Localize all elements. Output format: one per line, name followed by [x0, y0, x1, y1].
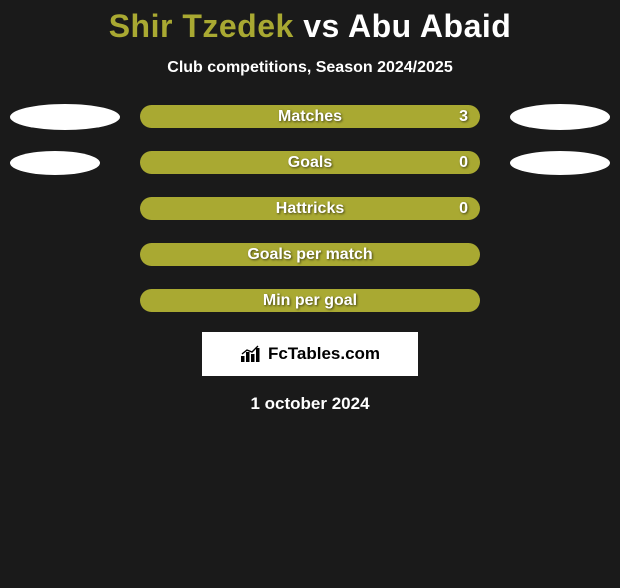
date-line: 1 october 2024: [0, 394, 620, 414]
player1-name: Shir Tzedek: [109, 8, 294, 44]
player2-ellipse: [510, 151, 610, 175]
stat-row: Min per goal: [0, 289, 620, 312]
stat-label: Goals per match: [247, 246, 372, 264]
chart-icon: [240, 345, 262, 363]
stat-value: 3: [459, 108, 468, 126]
stat-bar: Matches 3: [140, 105, 480, 128]
stat-bar: Hattricks 0: [140, 197, 480, 220]
stat-row: Goals 0: [0, 151, 620, 174]
stat-value: 0: [459, 200, 468, 218]
stat-bar: Goals 0: [140, 151, 480, 174]
stat-label: Goals: [288, 154, 332, 172]
logo-text: FcTables.com: [268, 344, 380, 364]
stat-label: Hattricks: [276, 200, 344, 218]
stat-row: Hattricks 0: [0, 197, 620, 220]
stat-bar: Min per goal: [140, 289, 480, 312]
stat-value: 0: [459, 154, 468, 172]
player1-ellipse: [10, 151, 100, 175]
comparison-title: Shir Tzedek vs Abu Abaid: [0, 8, 620, 45]
stat-label: Min per goal: [263, 292, 357, 310]
player1-ellipse: [10, 104, 120, 130]
subtitle: Club competitions, Season 2024/2025: [0, 59, 620, 77]
stat-bar: Goals per match: [140, 243, 480, 266]
player2-ellipse: [510, 104, 610, 130]
vs-label: vs: [303, 8, 340, 44]
logo-box: FcTables.com: [202, 332, 418, 376]
stat-row: Goals per match: [0, 243, 620, 266]
stat-label: Matches: [278, 108, 342, 126]
stat-row: Matches 3: [0, 105, 620, 128]
stats-area: Matches 3 Goals 0 Hattricks 0 Goals per match M…: [0, 105, 620, 312]
player2-name: Abu Abaid: [348, 8, 511, 44]
